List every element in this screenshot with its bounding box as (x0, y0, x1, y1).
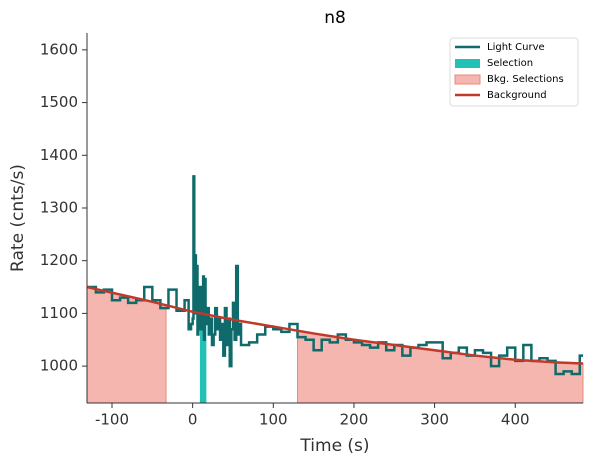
y-tick-label: 1100 (40, 304, 78, 322)
y-tick-label: 1400 (40, 146, 78, 164)
x-tick-label: 400 (501, 411, 530, 429)
x-tick-label: -100 (95, 411, 129, 429)
legend-swatch (454, 74, 481, 85)
y-tick-label: 1600 (40, 40, 78, 58)
legend-label: Light Curve (487, 42, 545, 53)
legend-label: Selection (487, 58, 533, 69)
light-curve (87, 175, 583, 376)
y-tick-label: 1300 (40, 198, 78, 216)
legend-frame (449, 37, 579, 107)
x-tick-label: 300 (420, 411, 449, 429)
y-tick-label: 1500 (40, 93, 78, 111)
y-axis-label: Rate (cnts/s) (8, 164, 28, 272)
legend-label: Background (487, 90, 547, 101)
legend-label: Bkg. Selections (487, 74, 564, 85)
chart-title: n8 (324, 8, 346, 28)
x-axis-label: Time (s) (299, 436, 369, 456)
y-tick-label: 1200 (40, 251, 78, 269)
background-line (86, 285, 584, 365)
x-tick-label: 200 (340, 411, 369, 429)
x-tick-label: 0 (188, 411, 198, 429)
x-tick-label: 100 (259, 411, 288, 429)
bkg-selection (86, 286, 167, 404)
legend-swatch (455, 59, 480, 68)
legend: Light Curve Selection Bkg. Selections Backg… (449, 37, 579, 107)
y-tick-label: 1000 (40, 357, 78, 375)
